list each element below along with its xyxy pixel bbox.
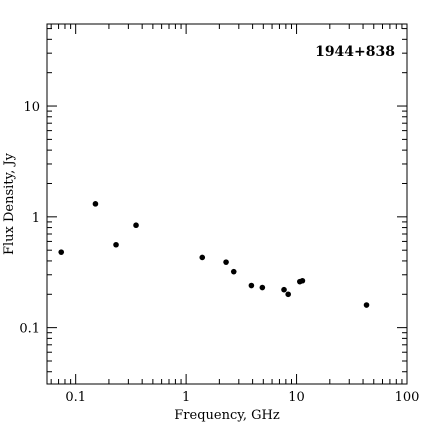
data-points — [58, 201, 370, 308]
x-tick-label: 10 — [288, 390, 305, 405]
data-point — [285, 291, 291, 298]
chart-title: 1944+838 — [315, 44, 395, 60]
data-point — [199, 254, 206, 261]
data-point — [281, 286, 287, 293]
data-point — [363, 302, 370, 308]
x-axis-ticks: 0.1 1 10 100 — [50, 24, 420, 405]
data-point — [299, 277, 306, 284]
x-tick-label: 1 — [182, 390, 190, 405]
data-point — [248, 282, 255, 289]
y-tick-label: 1 — [32, 211, 40, 226]
y-tick-label: 0.1 — [19, 322, 40, 337]
data-point — [259, 284, 266, 291]
data-point — [113, 241, 119, 248]
x-axis-label: Frequency, GHz — [174, 408, 280, 423]
y-tick-label: 10 — [23, 100, 40, 115]
data-point — [223, 259, 229, 265]
x-tick-label: 0.1 — [65, 390, 86, 405]
x-tick-label: 100 — [395, 390, 420, 405]
y-axis-label: Flux Density, Jy — [2, 152, 17, 255]
plot-frame — [46, 23, 408, 385]
data-point — [92, 201, 99, 207]
y-axis-ticks: 0.1 1 10 — [19, 28, 407, 373]
data-point — [58, 249, 65, 255]
data-point — [230, 268, 237, 275]
data-point — [133, 222, 139, 229]
